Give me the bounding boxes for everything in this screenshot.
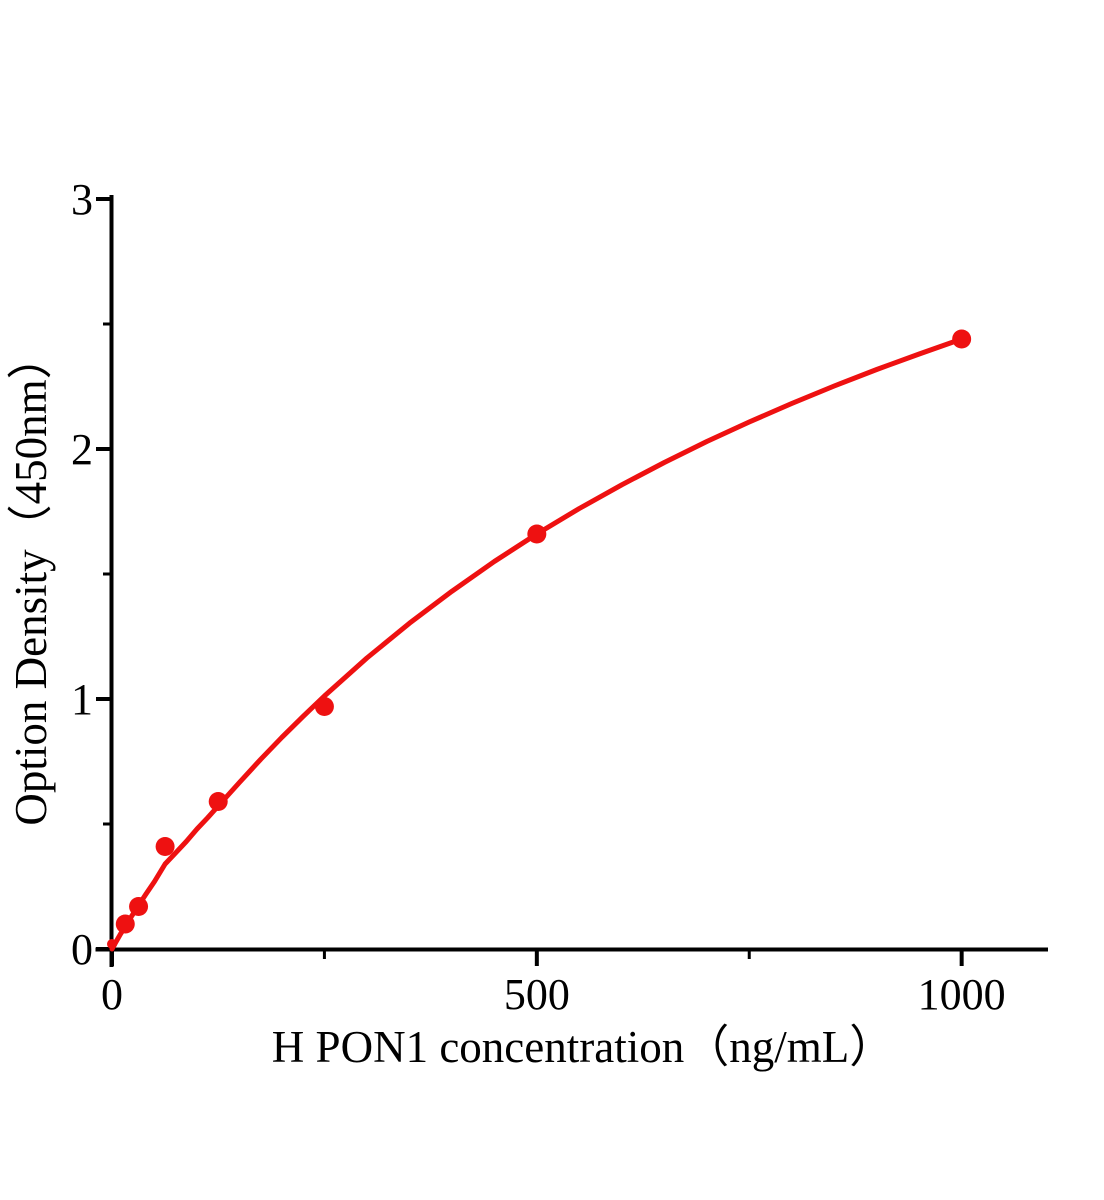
data-point bbox=[314, 697, 334, 716]
y-tick-label: 1 bbox=[71, 675, 93, 724]
data-point bbox=[952, 329, 972, 349]
axes bbox=[95, 195, 1048, 967]
y-axis-title: Option Density（450nm） bbox=[6, 334, 56, 825]
x-tick-label: 0 bbox=[101, 970, 123, 1019]
axis-ticks bbox=[96, 197, 964, 966]
data-series bbox=[107, 329, 972, 952]
x-tick-label: 1000 bbox=[918, 970, 1006, 1019]
data-point bbox=[208, 792, 228, 811]
data-point bbox=[129, 897, 149, 916]
x-tick-label: 500 bbox=[504, 970, 570, 1019]
data-point bbox=[155, 837, 175, 856]
x-axis-title: H PON1 concentration（ng/mL） bbox=[272, 1022, 894, 1072]
data-point bbox=[107, 939, 117, 949]
y-tick-label: 0 bbox=[71, 925, 93, 974]
tick-labels: 0 500 1000 0 1 2 3 bbox=[71, 175, 1006, 1019]
y-tick-label: 3 bbox=[71, 175, 93, 224]
data-point bbox=[115, 914, 135, 934]
data-point bbox=[527, 524, 547, 544]
fit-curve bbox=[109, 336, 965, 952]
y-tick-label: 2 bbox=[71, 425, 93, 474]
